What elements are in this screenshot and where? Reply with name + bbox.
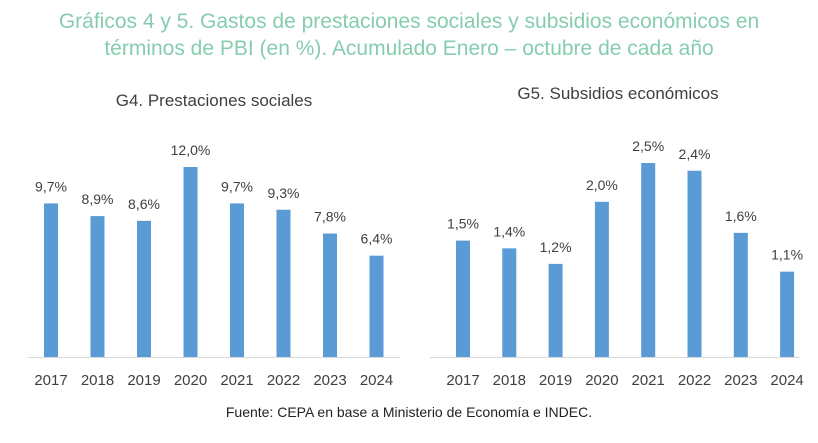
data-label: 7,8% [314,209,346,225]
title-line-1: Gráficos 4 y 5. Gastos de prestaciones s… [58,10,760,33]
data-label: 1,1% [771,247,803,263]
data-label: 1,6% [725,208,757,224]
bar-2020 [183,167,198,357]
title-line-2: términos de PBI (en %). Acumulado Enero … [104,37,714,60]
bar-2021 [230,203,244,357]
x-tick-label: 2019 [539,372,572,389]
bar-2017 [44,203,58,357]
x-tick-label: 2021 [632,372,665,389]
data-label: 1,5% [447,216,479,232]
bar-2022 [687,170,702,357]
bar-2023 [733,232,748,357]
x-tick-label: 2018 [81,372,114,389]
x-tick-label: 2022 [678,372,711,389]
data-label: 2,0% [586,177,618,193]
bar-2020 [594,201,609,357]
data-label: 8,6% [128,196,160,212]
chart-title: G5. Subsidios económicos [517,84,718,103]
data-label: 1,2% [540,239,572,255]
x-tick-label: 2019 [127,372,160,389]
data-label: 8,9% [82,191,114,207]
x-tick-label: 2023 [313,372,346,389]
data-label: 9,7% [35,178,67,194]
figure-title: Gráficos 4 y 5. Gastos de prestaciones s… [0,8,818,62]
bar-2024 [780,271,795,357]
x-tick-label: 2021 [220,372,253,389]
x-tick-label: 2020 [585,372,618,389]
x-tick-label: 2022 [267,372,300,389]
data-label: 12,0% [171,142,211,158]
data-label: 2,4% [679,146,711,162]
x-tick-label: 2018 [493,372,526,389]
bar-2021 [641,163,656,357]
x-tick-label: 2023 [724,372,757,389]
x-tick-label: 2017 [34,372,67,389]
data-label: 9,3% [268,185,300,201]
bar-2024 [369,255,384,357]
x-tick-label: 2024 [360,372,393,389]
chart-title: G4. Prestaciones sociales [116,91,313,110]
data-label: 1,4% [493,223,525,239]
bar-2019 [137,220,151,357]
x-tick-label: 2020 [174,372,207,389]
bar-2022 [276,209,291,357]
bar-2018 [502,248,517,357]
bar-2023 [323,233,337,357]
data-label: 6,4% [361,231,393,247]
data-label: 9,7% [221,178,253,194]
bar-2018 [90,216,105,357]
bar-2019 [548,263,563,357]
data-label: 2,5% [632,138,664,154]
x-tick-label: 2017 [446,372,479,389]
bar-2017 [456,240,470,357]
x-tick-label: 2024 [770,372,803,389]
source-note: Fuente: CEPA en base a Ministerio de Eco… [225,404,593,420]
